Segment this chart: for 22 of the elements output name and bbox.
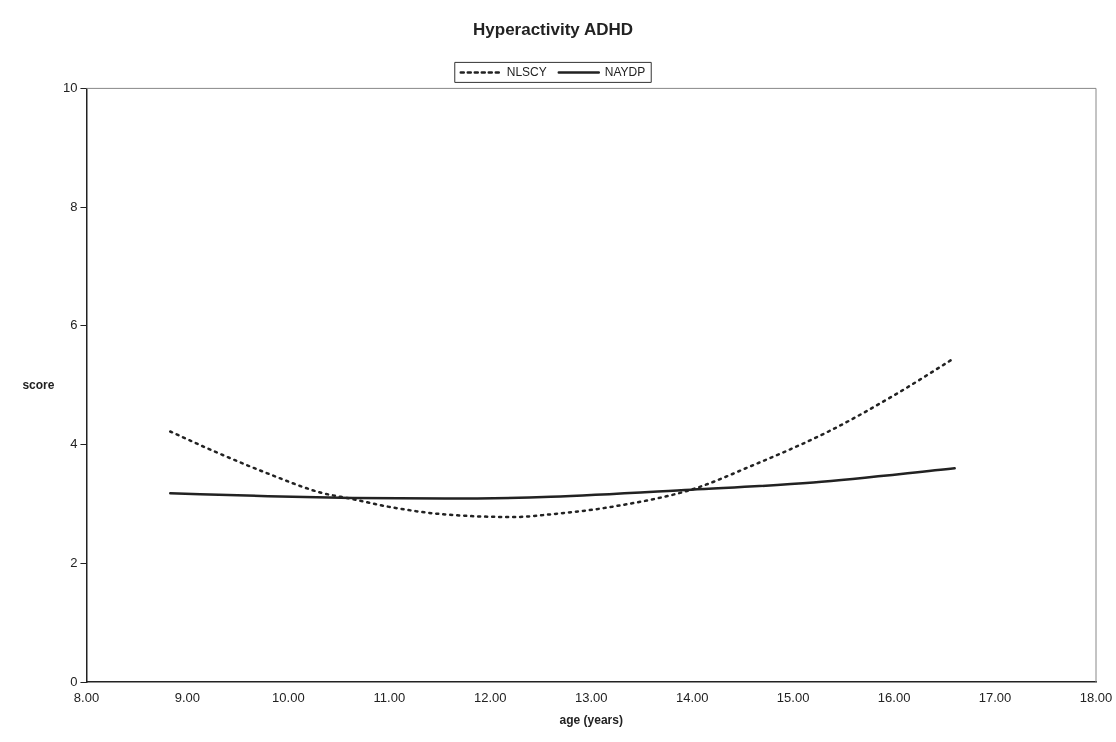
y-tick-label: 2 xyxy=(70,554,78,570)
x-tick-label: 9.00 xyxy=(174,690,201,706)
y-tick-label: 0 xyxy=(70,673,78,689)
x-tick-label: 10.00 xyxy=(272,690,305,706)
legend-label: NLSCY xyxy=(506,64,547,79)
x-tick-label: 13.00 xyxy=(574,690,608,706)
x-tick-label: 8.00 xyxy=(73,690,100,706)
x-tick-label: 17.00 xyxy=(978,690,1012,706)
x-tick-label: 14.00 xyxy=(675,690,709,706)
y-tick-label: 6 xyxy=(70,317,78,333)
x-tick-label: 15.00 xyxy=(776,690,810,706)
y-axis-title: score xyxy=(22,377,55,392)
legend-label: NAYDP xyxy=(604,64,646,79)
x-tick-label: 16.00 xyxy=(877,690,911,706)
x-tick-label: 11.00 xyxy=(373,690,406,706)
x-tick-label: 12.00 xyxy=(474,690,507,706)
x-tick-label: 18.00 xyxy=(1079,690,1113,706)
y-tick-label: 4 xyxy=(70,436,78,452)
chart-title: Hyperactivity ADHD xyxy=(473,19,633,39)
y-tick-label: 10 xyxy=(62,79,78,95)
x-axis-title: age (years) xyxy=(559,713,623,728)
y-tick-label: 8 xyxy=(70,198,78,214)
